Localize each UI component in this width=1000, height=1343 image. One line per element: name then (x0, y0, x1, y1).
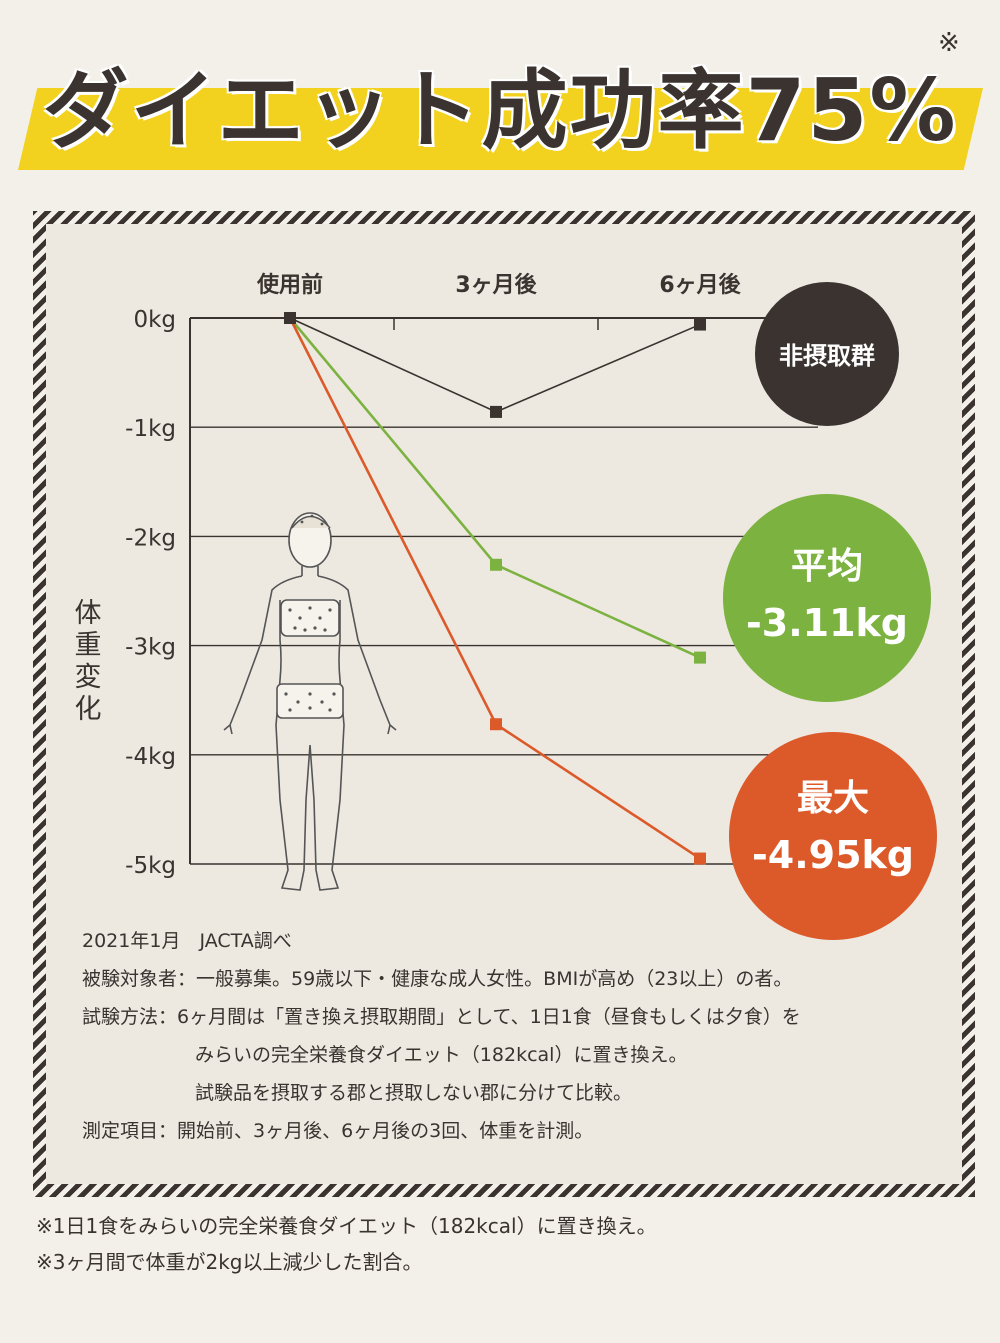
legend-bubble-label: 最大 (797, 778, 869, 819)
series-point (490, 558, 502, 571)
x-axis-labels: 使用前 3ヶ月後 6ヶ月後 (256, 272, 742, 298)
headline-note-mark: ※ (938, 28, 960, 58)
y-tick-label: 0kg (133, 307, 176, 333)
series-point (694, 651, 706, 664)
x-tick-label: 使用前 (256, 272, 323, 298)
note-method-cont-2: 試験品を摂取する郡と摂取しない郡に分けて比較。 (195, 1082, 633, 1104)
x-tick-label: 3ヶ月後 (455, 272, 537, 298)
legend-bubble-label: 平均 (791, 546, 863, 587)
footer-note-2: ※3ヶ月間で体重が2kg以上減少した割合。 (36, 1250, 423, 1274)
x-tick-label: 6ヶ月後 (659, 272, 741, 298)
study-notes: 2021年1月 JACTA調べ 被験対象者：一般募集。59歳以下・健康な成人女性… (82, 922, 962, 1150)
legend-bubble-value: -3.11kg (746, 601, 908, 645)
note-source: 2021年1月 JACTA調べ (82, 930, 292, 952)
y-axis-title: 体重変化 (74, 598, 102, 725)
legend-bubble (723, 494, 931, 702)
chart-series (284, 312, 706, 865)
series-line (288, 317, 701, 860)
series-line (289, 317, 701, 413)
headline-banner (18, 88, 983, 170)
footer-note-1: ※1日1食をみらいの完全栄養食ダイエット（182kcal）に置き換え。 (36, 1214, 657, 1238)
series-point (490, 718, 502, 731)
woman-figure-illustration (223, 512, 397, 891)
series-point (694, 852, 706, 865)
note-method-cont-1: みらいの完全栄養食ダイエット（182kcal）に置き換え。 (195, 1044, 688, 1066)
y-axis-labels: 0kg -1kg -2kg -3kg -4kg -5kg (125, 307, 176, 879)
series-point (284, 312, 296, 324)
legend-bubble (729, 732, 937, 940)
legend-bubble-value: -4.95kg (752, 833, 914, 877)
series-point (490, 405, 502, 418)
headline-title: ダイエット成功率75% (42, 61, 958, 161)
note-subjects: 被験対象者：一般募集。59歳以下・健康な成人女性。BMIが高め（23以上）の者。 (82, 968, 793, 990)
y-tick-label: -5kg (125, 853, 176, 879)
note-measurement: 測定項目：開始前、3ヶ月後、6ヶ月後の3回、体重を計測。 (82, 1120, 594, 1142)
note-method: 試験方法：6ヶ月間は「置き換え摂取期間」として、1日1食（昼食もしくは夕食）を (82, 1006, 801, 1028)
series-point (694, 318, 706, 331)
footer-notes: ※1日1食をみらいの完全栄養食ダイエット（182kcal）に置き換え。 ※3ヶ月… (36, 1208, 976, 1280)
legend-bubble (755, 282, 899, 426)
y-tick-label: -3kg (125, 635, 176, 661)
y-tick-label: -4kg (125, 744, 176, 770)
y-tick-label: -2kg (125, 525, 176, 551)
legend-bubble-label: 非摂取群 (779, 342, 875, 370)
y-tick-label: -1kg (125, 416, 176, 442)
